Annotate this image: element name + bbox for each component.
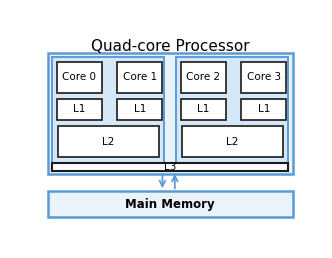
Bar xyxy=(52,57,164,163)
Bar xyxy=(48,53,292,174)
Text: Main Memory: Main Memory xyxy=(125,198,215,211)
Text: Core 2: Core 2 xyxy=(186,72,220,82)
Bar xyxy=(181,99,226,120)
Bar xyxy=(118,62,162,93)
Bar xyxy=(57,99,102,120)
Bar xyxy=(181,62,226,93)
Text: L2: L2 xyxy=(102,137,114,147)
Text: L1: L1 xyxy=(258,104,270,115)
Text: L1: L1 xyxy=(73,104,86,115)
Bar xyxy=(58,126,158,157)
Bar xyxy=(176,57,288,163)
Text: L1: L1 xyxy=(197,104,210,115)
Text: Core 0: Core 0 xyxy=(62,72,97,82)
Text: L2: L2 xyxy=(226,137,238,147)
Bar xyxy=(241,99,287,120)
Text: Quad-core Processor: Quad-core Processor xyxy=(91,39,249,54)
Bar xyxy=(57,62,102,93)
Bar xyxy=(241,62,287,93)
Text: Core 3: Core 3 xyxy=(247,72,281,82)
Text: L1: L1 xyxy=(134,104,146,115)
Bar xyxy=(182,126,283,157)
Bar xyxy=(52,163,288,171)
Text: L3: L3 xyxy=(164,162,176,172)
Text: Core 1: Core 1 xyxy=(123,72,157,82)
Bar xyxy=(118,99,162,120)
Bar xyxy=(48,191,292,217)
